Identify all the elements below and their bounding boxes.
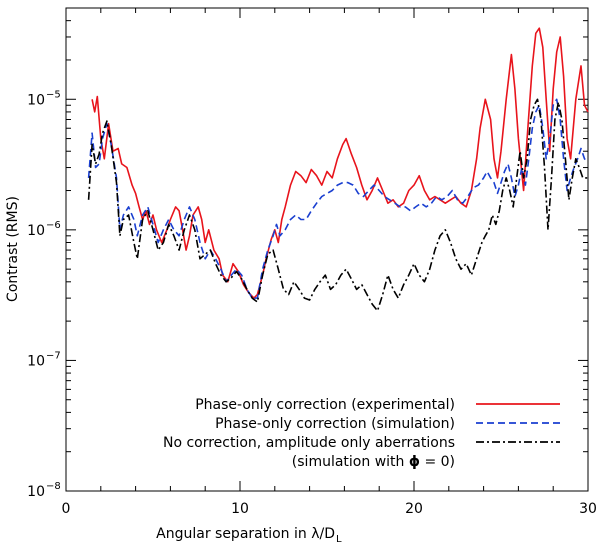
x-axis-label-subscript: L <box>336 534 342 543</box>
legend: Phase-only correction (experimental) Phas… <box>163 397 560 470</box>
y-tick-label-base: 10 <box>27 484 45 500</box>
x-tick-label: 10 <box>231 501 249 517</box>
series-line-1 <box>87 98 589 299</box>
y-tick-label-exponent: −5 <box>46 89 61 100</box>
legend-label: (simulation with ϕ = 0) <box>292 454 455 470</box>
legend-label-suffix: = 0) <box>420 454 455 470</box>
x-axis-label: Angular separation in λ/D <box>156 526 335 542</box>
legend-label-symbol: ϕ <box>409 454 420 470</box>
series-line-2 <box>87 98 588 312</box>
y-tick-label-base: 10 <box>27 353 45 369</box>
y-tick-label-exponent: −7 <box>46 350 61 361</box>
y-tick-label: 10 −5 <box>27 89 61 108</box>
y-tick-label: 10 −7 <box>27 350 61 369</box>
legend-item: (simulation with ϕ = 0) <box>292 454 455 470</box>
legend-item: No correction, amplitude only aberration… <box>163 435 560 451</box>
y-tick-label-exponent: −6 <box>46 220 61 231</box>
x-tick-label: 0 <box>62 501 71 517</box>
x-tick-label: 30 <box>579 501 597 517</box>
y-tick-label: 10 −8 <box>27 481 61 500</box>
plot-frame <box>65 7 589 492</box>
y-tick-label: 10 −6 <box>27 220 61 239</box>
x-tick-label: 20 <box>405 501 423 517</box>
legend-label: No correction, amplitude only aberration… <box>163 435 455 451</box>
legend-label: Phase-only correction (experimental) <box>195 397 455 413</box>
series-group <box>87 27 589 312</box>
y-tick-label-exponent: −8 <box>46 481 61 492</box>
y-axis-label: Contrast (RMS) <box>5 196 21 302</box>
legend-label-prefix: (simulation with <box>292 454 409 470</box>
plot-border <box>65 7 589 492</box>
series-line-0 <box>91 27 589 299</box>
legend-item: Phase-only correction (simulation) <box>215 416 560 432</box>
y-tick-label-base: 10 <box>27 223 45 239</box>
legend-item: Phase-only correction (experimental) <box>195 397 560 413</box>
legend-label: Phase-only correction (simulation) <box>215 416 455 432</box>
y-tick-label-base: 10 <box>27 92 45 108</box>
